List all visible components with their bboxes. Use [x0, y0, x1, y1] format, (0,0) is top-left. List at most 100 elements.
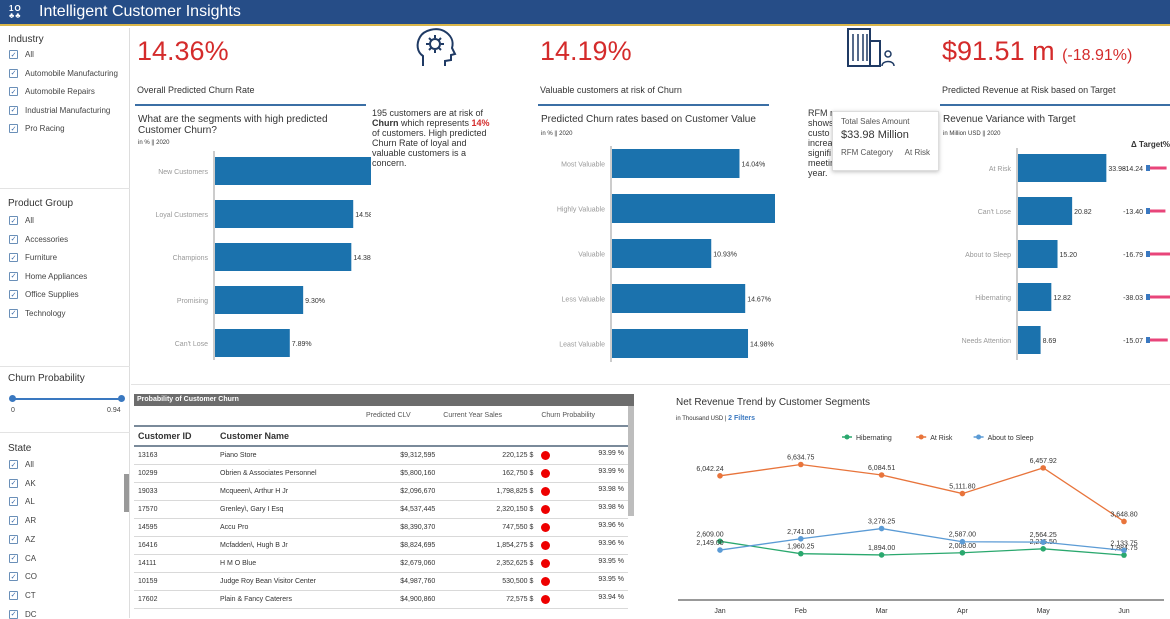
bar[interactable] [612, 239, 712, 268]
column-header[interactable]: Customer Name [216, 426, 362, 447]
data-point[interactable] [798, 461, 804, 468]
state-checkbox[interactable]: ✓ CA [9, 553, 36, 563]
checkbox-icon[interactable]: ✓ [9, 308, 18, 318]
product-group-checkbox[interactable]: ✓ Technology [9, 308, 65, 318]
data-point[interactable] [878, 525, 885, 532]
data-point[interactable] [798, 535, 804, 542]
checkbox-icon[interactable]: ✓ [9, 516, 18, 526]
bar[interactable] [215, 329, 290, 357]
delta-bar[interactable] [1147, 209, 1166, 213]
data-point[interactable] [959, 549, 966, 556]
checkbox-icon[interactable]: ✓ [9, 253, 18, 262]
bar[interactable] [612, 149, 740, 178]
industry-checkbox[interactable]: ✓ Industrial Manufacturing [9, 105, 110, 115]
column-header[interactable] [439, 426, 538, 447]
state-checkbox[interactable]: ✓ AL [9, 497, 35, 507]
checkbox-icon[interactable]: ✓ [9, 68, 18, 78]
bar[interactable] [215, 200, 354, 228]
bar[interactable] [612, 284, 746, 313]
checkbox-icon[interactable]: ✓ [9, 497, 18, 507]
product-group-checkbox[interactable]: ✓ Office Supplies [9, 290, 79, 299]
product-group-checkbox[interactable]: ✓ Furniture [9, 253, 57, 262]
bar[interactable] [1018, 326, 1041, 354]
product-group-checkbox[interactable]: ✓ Home Appliances [9, 271, 87, 281]
bar[interactable] [612, 194, 775, 223]
state-checkbox[interactable]: ✓ AZ [9, 534, 35, 544]
checkbox-icon[interactable]: ✓ [9, 271, 18, 281]
data-point[interactable] [1121, 547, 1127, 554]
checkbox-icon[interactable]: ✓ [9, 124, 18, 133]
delta-bar[interactable] [1147, 166, 1167, 170]
data-point[interactable] [1040, 546, 1046, 552]
data-point[interactable] [1121, 552, 1127, 558]
industry-checkbox[interactable]: ✓ Automobile Repairs [9, 87, 95, 96]
state-checkbox[interactable]: ✓ DC [9, 609, 37, 619]
checkbox-icon[interactable]: ✓ [9, 534, 18, 544]
data-point[interactable] [717, 547, 723, 553]
checkbox-icon[interactable]: ✓ [9, 609, 18, 619]
sidebar-scrollbar[interactable] [124, 474, 129, 512]
bar[interactable] [612, 329, 749, 358]
column-header[interactable] [362, 426, 440, 447]
industry-checkbox[interactable]: ✓ Pro Racing [9, 124, 65, 133]
checkbox-icon[interactable]: ✓ [9, 572, 18, 582]
data-point[interactable] [959, 538, 966, 545]
checkbox-icon[interactable]: ✓ [9, 50, 18, 59]
data-point[interactable] [798, 550, 804, 557]
legend-label[interactable]: At Risk [930, 435, 953, 442]
bar[interactable] [1018, 197, 1073, 225]
bar[interactable] [1018, 283, 1052, 311]
slider-handle[interactable] [9, 395, 16, 402]
legend-label[interactable]: Hibernating [856, 435, 892, 442]
product-group-checkbox[interactable]: ✓ Accessories [9, 234, 68, 244]
slider-handle[interactable] [118, 395, 125, 402]
state-checkbox[interactable]: ✓ All [9, 460, 34, 469]
checkbox-icon[interactable]: ✓ [9, 478, 18, 488]
table-row[interactable]: 14595 Accu Pro $8,390,370 747,550 $93.96 % [134, 518, 628, 537]
data-point[interactable] [1121, 518, 1127, 525]
checkbox-icon[interactable]: ✓ [9, 216, 18, 225]
table-row[interactable]: 16416 Mcfadden\, Hugh B Jr $8,824,695 1,854… [134, 536, 628, 555]
trend-filters-link[interactable]: 2 Filters [728, 415, 756, 422]
bar[interactable] [215, 157, 371, 185]
checkbox-icon[interactable]: ✓ [9, 234, 18, 244]
state-checkbox[interactable]: ✓ CO [9, 572, 37, 582]
delta-bar[interactable] [1147, 252, 1170, 256]
data-point[interactable] [878, 472, 885, 478]
legend-label[interactable]: About to Sleep [988, 435, 1034, 442]
table-row[interactable]: 19033 Mcqueen\, Arthur H Jr $2,096,670 1,79… [134, 482, 628, 501]
data-point[interactable] [717, 538, 723, 545]
checkbox-icon[interactable]: ✓ [9, 590, 18, 600]
bar[interactable] [215, 286, 304, 314]
state-checkbox[interactable]: ✓ CT [9, 590, 36, 600]
checkbox-icon[interactable]: ✓ [9, 105, 18, 115]
data-point[interactable] [878, 552, 885, 558]
state-checkbox[interactable]: ✓ AR [9, 516, 36, 526]
app-logo-icon[interactable]: 1O ♣♣ [9, 4, 22, 20]
checkbox-icon[interactable]: ✓ [9, 290, 18, 299]
column-header[interactable] [537, 426, 628, 447]
checkbox-icon[interactable]: ✓ [9, 460, 18, 469]
table-row[interactable]: 10159 Judge Roy Bean Visitor Center $4,987… [134, 572, 628, 591]
checkbox-icon[interactable]: ✓ [9, 87, 18, 96]
bar[interactable] [1018, 154, 1107, 182]
table-row[interactable]: 14111 H M O Blue $2,679,060 2,352,625 $93.9… [134, 554, 628, 573]
industry-checkbox[interactable]: ✓ Automobile Manufacturing [9, 68, 118, 78]
product-group-checkbox[interactable]: ✓ All [9, 216, 34, 225]
delta-bar[interactable] [1147, 295, 1170, 299]
table-row[interactable]: 13163 Piano Store $9,312,595 220,125 $93.99… [134, 446, 628, 465]
data-point[interactable] [1040, 539, 1046, 545]
delta-bar[interactable] [1147, 338, 1168, 342]
bar[interactable] [215, 243, 352, 271]
data-point[interactable] [959, 490, 966, 497]
data-point[interactable] [1040, 465, 1046, 471]
checkbox-icon[interactable]: ✓ [9, 553, 18, 563]
table-row[interactable]: 17602 Plain & Fancy Caterers $4,900,860 72,… [134, 590, 628, 609]
state-checkbox[interactable]: ✓ AK [9, 478, 36, 488]
churn-probability-slider[interactable] [12, 398, 120, 400]
data-point[interactable] [717, 473, 723, 479]
bar[interactable] [1018, 240, 1058, 268]
industry-checkbox[interactable]: ✓ All [9, 50, 34, 59]
table-scrollbar[interactable] [628, 406, 634, 516]
column-header[interactable]: Customer ID [134, 426, 216, 447]
